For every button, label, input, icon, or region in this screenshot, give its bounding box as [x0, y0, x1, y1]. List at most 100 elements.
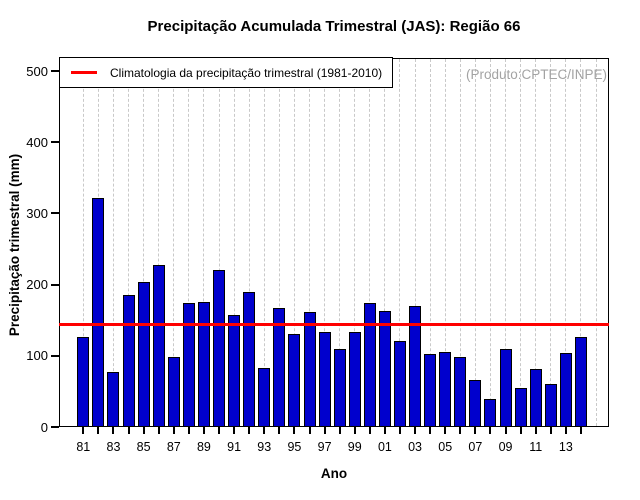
y-tick: [51, 70, 59, 72]
gridline: [459, 59, 461, 426]
x-tick: [218, 427, 221, 434]
x-tick-label: 97: [317, 440, 332, 454]
x-tick: [187, 427, 190, 434]
gridline: [444, 59, 446, 426]
x-tick: [278, 427, 281, 434]
x-tick: [519, 427, 522, 434]
x-tick-label: 83: [106, 440, 121, 454]
x-tick: [549, 427, 552, 434]
bar-1989: [197, 302, 210, 427]
gridline: [354, 59, 356, 426]
y-tick: [51, 354, 59, 357]
x-tick: [293, 427, 296, 434]
climatology-line: [59, 323, 609, 327]
gridline: [565, 59, 567, 426]
x-tick-label: 95: [287, 440, 302, 454]
gridline: [309, 59, 310, 426]
bar-2006: [454, 357, 467, 427]
bar-1984: [122, 294, 135, 427]
x-tick-label: 13: [558, 440, 573, 454]
y-tick-label: 500: [26, 63, 48, 79]
bar-2000: [363, 303, 376, 427]
gridline: [414, 59, 416, 426]
x-tick-label: 01: [377, 440, 392, 454]
bar-1992: [243, 291, 256, 427]
x-tick: [233, 427, 236, 434]
bar-1985: [137, 281, 150, 427]
bar-2014: [574, 337, 587, 427]
gridline: [203, 59, 205, 426]
bar-2008: [484, 399, 497, 427]
gridline: [580, 59, 582, 426]
gridline: [429, 59, 431, 426]
bar-2003: [409, 305, 422, 427]
x-tick: [142, 427, 145, 434]
y-tick-label: 400: [26, 134, 48, 150]
x-tick: [127, 427, 130, 434]
x-tick: [504, 427, 507, 434]
legend-box: Climatologia da precipitação trimestral …: [59, 57, 393, 88]
gridline: [550, 59, 552, 426]
gridline: [520, 59, 522, 426]
x-tick: [489, 427, 492, 434]
x-tick-label: 87: [166, 440, 181, 454]
bar-1991: [228, 314, 241, 427]
x-tick: [534, 427, 537, 434]
bar-2010: [514, 387, 527, 427]
x-tick: [368, 427, 371, 434]
source-annotation: (Produto:CPTEC/INPE): [465, 67, 607, 82]
y-tick: [51, 283, 59, 286]
bar-1986: [152, 265, 165, 427]
x-tick: [383, 427, 386, 434]
bar-1981: [77, 336, 90, 427]
y-tick-label: 200: [26, 277, 48, 293]
x-tick-label: 03: [408, 440, 422, 454]
x-tick: [398, 427, 401, 434]
gridline: [293, 59, 295, 426]
bar-2007: [469, 380, 482, 427]
y-tick-label: 300: [26, 205, 48, 221]
gridline: [173, 59, 175, 426]
bar-1993: [258, 367, 271, 427]
x-tick: [414, 427, 417, 434]
gridline: [263, 59, 265, 426]
x-tick-label: 89: [196, 440, 211, 454]
bar-2002: [393, 340, 406, 427]
x-tick: [444, 427, 447, 434]
y-tick: [51, 426, 59, 428]
x-tick-label: 93: [257, 440, 272, 454]
gridline: [158, 59, 160, 426]
gridline: [489, 59, 491, 426]
bar-2013: [559, 352, 572, 427]
bar-2011: [529, 368, 542, 427]
bar-1982: [92, 198, 105, 427]
x-tick-label: 07: [468, 440, 483, 454]
bar-1983: [107, 372, 120, 427]
x-tick-label: 05: [438, 440, 453, 454]
gridline: [474, 59, 476, 426]
gridline: [384, 59, 386, 426]
y-tick-label: 0: [40, 419, 48, 435]
bar-1994: [273, 308, 286, 427]
bar-1998: [333, 349, 346, 427]
x-tick: [157, 427, 160, 434]
gridline: [324, 59, 326, 426]
bar-1987: [167, 356, 180, 427]
bar-1995: [288, 333, 301, 427]
bar-1999: [348, 332, 361, 427]
bar-2004: [424, 354, 437, 427]
x-tick-label: 09: [498, 440, 513, 454]
gridline: [143, 59, 145, 426]
x-tick-label: 99: [347, 440, 362, 454]
x-tick: [82, 427, 85, 434]
legend-climatology-line-sample: [71, 71, 97, 74]
x-tick-label: 81: [76, 440, 91, 454]
chart-title: Precipitação Acumulada Trimestral (JAS):…: [147, 18, 521, 35]
bar-1990: [213, 270, 226, 427]
gridline: [399, 59, 401, 426]
gridline: [278, 59, 280, 426]
bar-2005: [439, 352, 452, 427]
x-tick: [579, 427, 582, 434]
x-tick: [429, 427, 432, 434]
gridline: [535, 59, 537, 426]
